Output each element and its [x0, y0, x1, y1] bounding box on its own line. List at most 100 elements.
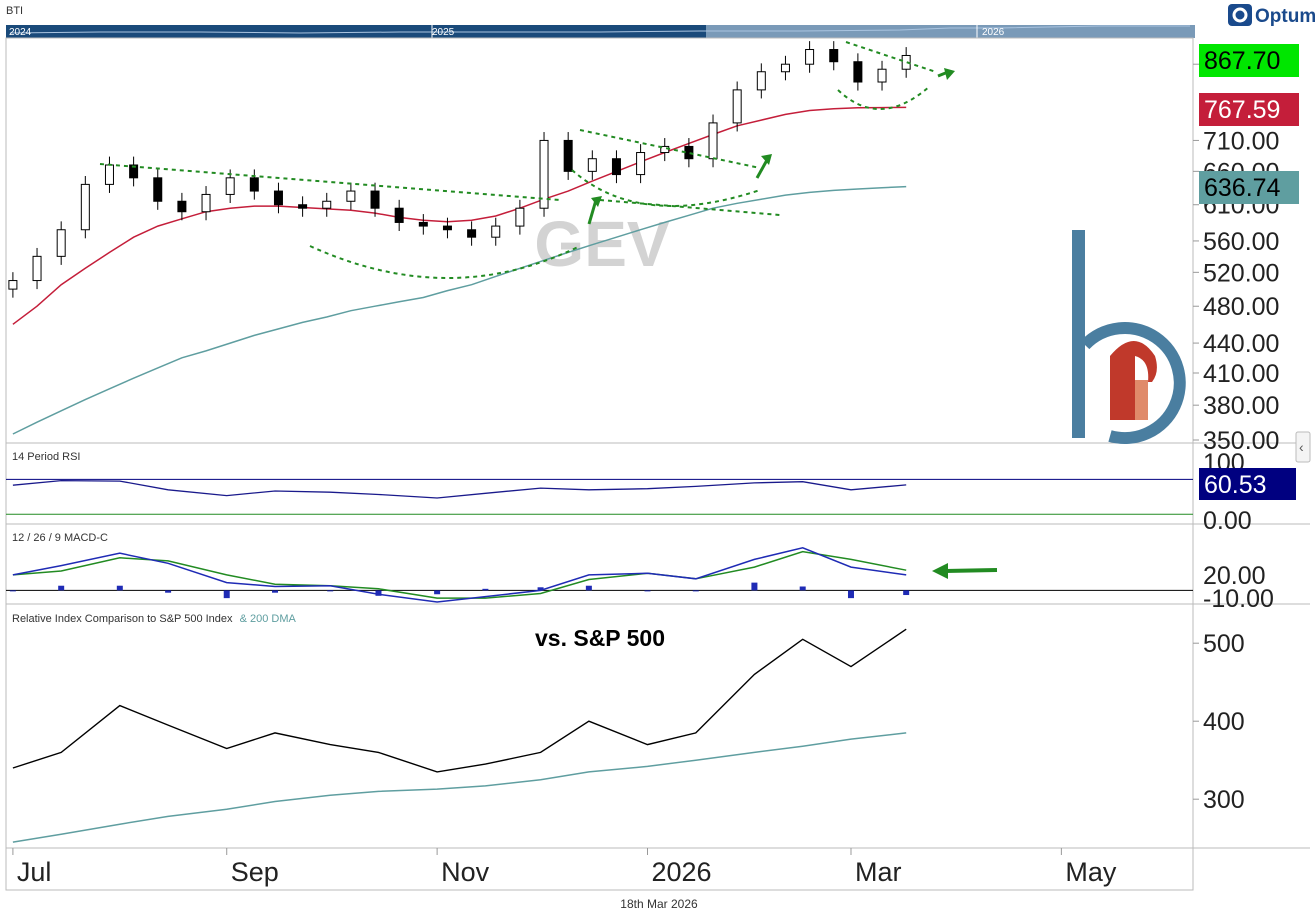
- relative-title-main: Relative Index Comparison to S&P 500 Ind…: [12, 613, 233, 625]
- trendline-descending-2: [579, 129, 761, 169]
- relative-y-tick-label: 300: [1203, 786, 1245, 814]
- candle-body: [756, 71, 766, 91]
- macd-histogram-bar: [751, 582, 758, 591]
- trendline-descending-3: [599, 199, 781, 216]
- relative-annotation: vs. S&P 500: [535, 625, 665, 651]
- candle-body: [853, 61, 863, 83]
- collapse-handle[interactable]: ‹: [1295, 431, 1311, 463]
- candle-body: [56, 229, 66, 257]
- candle-body: [805, 49, 815, 65]
- date-tick-label: Nov: [441, 857, 490, 887]
- brand-logo: [1072, 230, 1186, 444]
- macd-histogram-bar: [482, 588, 489, 591]
- candle: [322, 192, 332, 217]
- optuma-logo-text: Optuma: [1255, 6, 1315, 27]
- candle-body: [225, 177, 235, 195]
- candle: [853, 53, 863, 91]
- relative-line: [12, 628, 907, 773]
- footer-date: 18th Mar 2026: [620, 897, 698, 911]
- date-tick-label: 2026: [651, 857, 711, 887]
- candle-body: [491, 225, 501, 238]
- candle-body: [201, 193, 211, 213]
- candle: [539, 132, 549, 217]
- candle: [467, 221, 477, 246]
- candle-body: [346, 190, 356, 202]
- plot-frame: [5, 37, 1194, 891]
- macd-title: 12 / 26 / 9 MACD-C: [12, 532, 108, 544]
- candle: [153, 169, 163, 210]
- price-y-tick-label: 480.00: [1203, 293, 1279, 321]
- navigator-strip[interactable]: 2024 2025 2026: [6, 25, 1195, 38]
- brand-logo-salmon: [1135, 380, 1148, 420]
- macd-histogram-bar: [375, 590, 382, 596]
- relative-panel: Relative Index Comparison to S&P 500 Ind…: [12, 613, 1245, 843]
- date-tick-label: Jul: [17, 857, 52, 887]
- macd-y-tick-label: 20.00: [1203, 562, 1266, 590]
- macd-histogram-bar: [847, 590, 854, 599]
- price-y-tick-label: 710.00: [1203, 127, 1279, 155]
- price-y-tick-label: 440.00: [1203, 330, 1279, 358]
- macd-histogram-bar: [434, 590, 441, 595]
- candle-body: [418, 221, 428, 227]
- candle-body: [153, 177, 163, 202]
- badge-last-price: 867.70: [1204, 47, 1280, 75]
- macd-arrow-shaft: [944, 568, 998, 573]
- candle-body: [298, 204, 308, 209]
- chevron-left-icon[interactable]: ‹: [1299, 439, 1304, 455]
- navigator-line: [9, 25, 1190, 34]
- candle-body: [636, 152, 646, 176]
- candle: [877, 60, 887, 91]
- rsi-y-tick-label: 0.00: [1203, 507, 1252, 535]
- macd-histogram-bar: [537, 587, 544, 591]
- candle-body: [249, 177, 259, 192]
- badge-ma50-bg: [1199, 93, 1299, 126]
- base-arc-1: [309, 245, 581, 279]
- macd-histogram-bar: [165, 590, 172, 593]
- macd-histogram-bar: [272, 590, 279, 593]
- macd-line: [12, 547, 907, 603]
- badge-last-bg: [1199, 44, 1299, 77]
- candle-body: [611, 158, 621, 176]
- price-y-tick-label: 350.00: [1203, 427, 1279, 455]
- candle: [660, 138, 670, 162]
- macd-y-tick-label: -10.00: [1203, 585, 1274, 613]
- candle-body: [8, 280, 18, 290]
- breakout-arrows: [587, 68, 955, 225]
- rsi-title: 14 Period RSI: [12, 451, 80, 463]
- candle-body: [708, 122, 718, 160]
- candle: [56, 221, 66, 265]
- arrow-up-1: [587, 199, 598, 225]
- date-tick-label: Mar: [855, 857, 902, 887]
- collapse-handle-bg[interactable]: [1295, 431, 1311, 463]
- candle: [201, 186, 211, 221]
- candle-body: [563, 139, 573, 172]
- candle: [442, 217, 452, 239]
- date-axis: Jul Sep Nov 2026 Mar May: [12, 848, 1117, 887]
- candle: [104, 156, 114, 193]
- candle: [298, 196, 308, 217]
- candle: [515, 199, 525, 235]
- badge-ma50-value: 767.59: [1204, 96, 1280, 124]
- relative-title: Relative Index Comparison to S&P 500 Ind…: [12, 613, 297, 625]
- relative-dma-line: [12, 732, 907, 843]
- candle: [491, 217, 501, 246]
- candle: [732, 81, 742, 132]
- price-y-tick-label: 520.00: [1203, 259, 1279, 287]
- candle: [177, 192, 187, 221]
- rsi-line: [12, 479, 907, 499]
- date-tick-label: Sep: [231, 857, 279, 887]
- candles: [8, 41, 911, 298]
- ma200-line: [12, 185, 907, 435]
- trendline-descending-1: [99, 163, 561, 201]
- optuma-logo-icon: [1228, 4, 1252, 26]
- pattern-annotations: [99, 41, 937, 279]
- candle-body: [442, 225, 452, 231]
- candle: [8, 272, 18, 298]
- candle-body: [829, 49, 839, 63]
- optuma-logo-ring: [1232, 7, 1248, 23]
- candle: [563, 132, 573, 180]
- candle-body: [273, 190, 283, 206]
